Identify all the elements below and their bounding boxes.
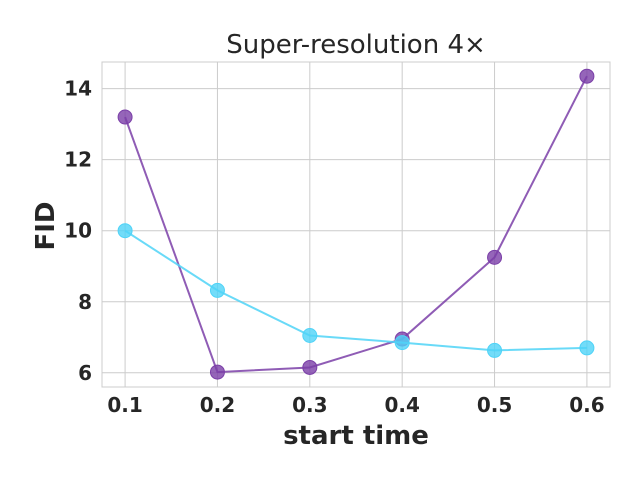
y-tick-label: 10 bbox=[64, 219, 92, 243]
series-layer bbox=[117, 68, 595, 380]
plot-frame bbox=[101, 61, 611, 388]
x-tick-label: 0.2 bbox=[200, 393, 235, 417]
data-point bbox=[302, 327, 318, 343]
x-tick-label: 0.5 bbox=[477, 393, 512, 417]
data-point bbox=[487, 249, 503, 265]
y-tick-label: 8 bbox=[78, 290, 92, 314]
data-point bbox=[117, 223, 133, 239]
y-axis-label: FID bbox=[31, 201, 61, 250]
data-point bbox=[117, 109, 133, 125]
y-axis-ticks: 6 8 10 12 14 bbox=[64, 77, 92, 385]
x-tick-label: 0.4 bbox=[384, 393, 419, 417]
y-tick-label: 6 bbox=[78, 361, 92, 385]
data-point bbox=[209, 282, 225, 298]
chart-title: Super-resolution 4× bbox=[226, 30, 486, 60]
grid bbox=[102, 62, 610, 387]
data-point bbox=[579, 68, 595, 84]
series-1 bbox=[117, 223, 595, 358]
x-tick-label: 0.6 bbox=[569, 393, 604, 417]
series-line bbox=[124, 229, 587, 352]
x-axis-ticks: 0.1 0.2 0.3 0.4 0.5 0.6 bbox=[107, 393, 604, 417]
x-tick-label: 0.1 bbox=[107, 393, 142, 417]
y-tick-label: 14 bbox=[64, 77, 92, 101]
series-0 bbox=[117, 68, 595, 380]
data-point bbox=[209, 364, 225, 380]
data-point bbox=[302, 359, 318, 375]
x-tick-label: 0.3 bbox=[292, 393, 327, 417]
data-point bbox=[394, 335, 410, 351]
data-point bbox=[579, 340, 595, 356]
data-point bbox=[487, 342, 503, 358]
series-line bbox=[124, 75, 588, 374]
x-axis-label: start time bbox=[283, 421, 429, 451]
y-tick-label: 12 bbox=[64, 148, 92, 172]
